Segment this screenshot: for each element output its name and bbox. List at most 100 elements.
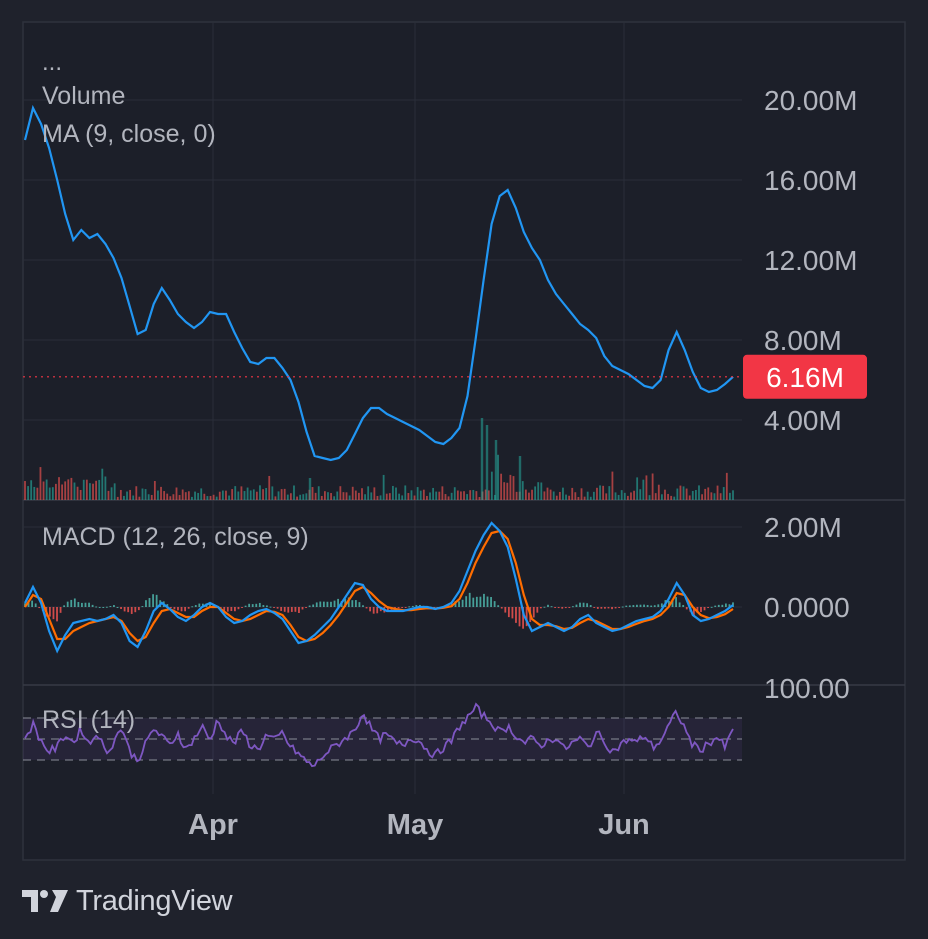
macd-histogram-bar (351, 600, 354, 607)
volume-bar (480, 418, 484, 500)
macd-histogram-bar (120, 607, 122, 610)
volume-bar (494, 440, 498, 500)
macd-histogram-bar (102, 607, 105, 608)
volume-bar (472, 489, 475, 500)
macd-histogram-bar (155, 594, 158, 607)
legend-rsi: RSI (14) (42, 706, 135, 734)
volume-bar (147, 494, 150, 500)
volume-bar (583, 496, 586, 500)
volume-bar (73, 482, 76, 500)
volume-bar (562, 487, 564, 500)
macd-histogram-bar (98, 607, 101, 608)
macd-histogram-bar (148, 598, 151, 607)
volume-bar (549, 489, 552, 500)
macd-histogram-bar (184, 607, 187, 612)
macd-histogram-bar (294, 607, 297, 612)
macd-histogram-bar (668, 600, 670, 607)
macd-histogram-bar (177, 607, 179, 611)
volume-bar (237, 491, 240, 500)
macd-histogram-bar (557, 607, 560, 609)
y-axis-tick-label: 20.00M (764, 85, 857, 116)
macd-histogram-bar (632, 605, 635, 607)
macd-histogram-bar (34, 603, 37, 607)
volume-bar (664, 489, 666, 500)
macd-histogram-bar (376, 607, 379, 614)
volume-bar (388, 493, 391, 500)
macd-histogram-bar (511, 607, 514, 619)
volume-bar (225, 490, 227, 500)
volume-bar (571, 487, 574, 500)
volume-bar (654, 493, 657, 500)
volume-bar (719, 493, 722, 500)
macd-histogram-bar (315, 602, 318, 607)
volume-bar (487, 490, 490, 500)
volume-bar (293, 485, 295, 500)
volume-bar (648, 495, 651, 500)
macd-histogram-bar (596, 607, 599, 609)
volume-bar (305, 493, 308, 500)
macd-histogram-bar (105, 606, 108, 608)
macd-histogram-bar (486, 596, 489, 607)
macd-histogram-bar (137, 607, 140, 611)
macd-histogram-bar (298, 607, 300, 614)
macd-histogram-bar (226, 607, 229, 612)
volume-bar (55, 483, 57, 500)
macd-histogram-bar (194, 605, 197, 607)
volume-bar (485, 425, 489, 500)
volume-bar (39, 467, 42, 500)
volume-bar (110, 487, 113, 500)
macd-histogram-bar (539, 607, 542, 609)
volume-bar (119, 489, 122, 500)
volume-bar (95, 480, 98, 500)
volume-bar (280, 489, 283, 500)
macd-histogram-bar (394, 607, 396, 609)
volume-bar (701, 494, 703, 500)
macd-histogram-bar (692, 607, 695, 617)
macd-histogram-bar (678, 602, 681, 607)
volume-bar (283, 488, 286, 500)
volume-bar (722, 487, 725, 500)
macd-histogram-bar (234, 607, 236, 612)
volume-bar (438, 491, 441, 500)
macd-histogram-bar (266, 605, 268, 607)
macd-histogram-bar (319, 601, 322, 607)
macd-histogram-bar (500, 607, 503, 609)
macd-histogram-bar (415, 605, 418, 607)
volume-bar (153, 481, 156, 500)
macd-histogram-bar (468, 592, 471, 607)
macd-histogram-bar (646, 604, 649, 607)
macd-histogram-bar (91, 604, 94, 607)
volume-bar (450, 492, 453, 500)
volume-bar (500, 473, 503, 500)
macd-histogram-bar (169, 607, 172, 608)
macd-histogram-bar (290, 607, 293, 612)
volume-bar (354, 490, 357, 500)
macd-histogram-bar (568, 607, 571, 608)
volume-bar (104, 476, 107, 500)
macd-histogram-bar (703, 607, 706, 611)
macd-histogram-bar (611, 607, 613, 610)
macd-histogram-bar (518, 607, 521, 627)
volume-bar (175, 487, 178, 500)
tradingview-footer[interactable]: TradingView (22, 882, 233, 920)
volume-bar (277, 491, 280, 500)
volume-bar (138, 496, 141, 500)
macd-histogram-bar (571, 606, 574, 608)
volume-bar (67, 479, 70, 500)
macd-histogram-bar (504, 607, 507, 613)
macd-histogram-bar (365, 607, 368, 609)
macd-histogram-bar (522, 607, 524, 629)
macd-histogram-bar (308, 605, 311, 607)
y-axis-tick-label: 8.00M (764, 325, 842, 356)
macd-histogram-bar (372, 607, 375, 614)
volume-bar (611, 471, 614, 500)
volume-bar (528, 492, 530, 500)
volume-bar (113, 483, 116, 500)
macd-histogram-bar (269, 606, 272, 608)
macd-line (24, 521, 734, 654)
volume-bar (639, 489, 642, 500)
volume-bar (509, 474, 512, 500)
volume-bars (24, 418, 734, 500)
volume-bar (231, 489, 234, 500)
